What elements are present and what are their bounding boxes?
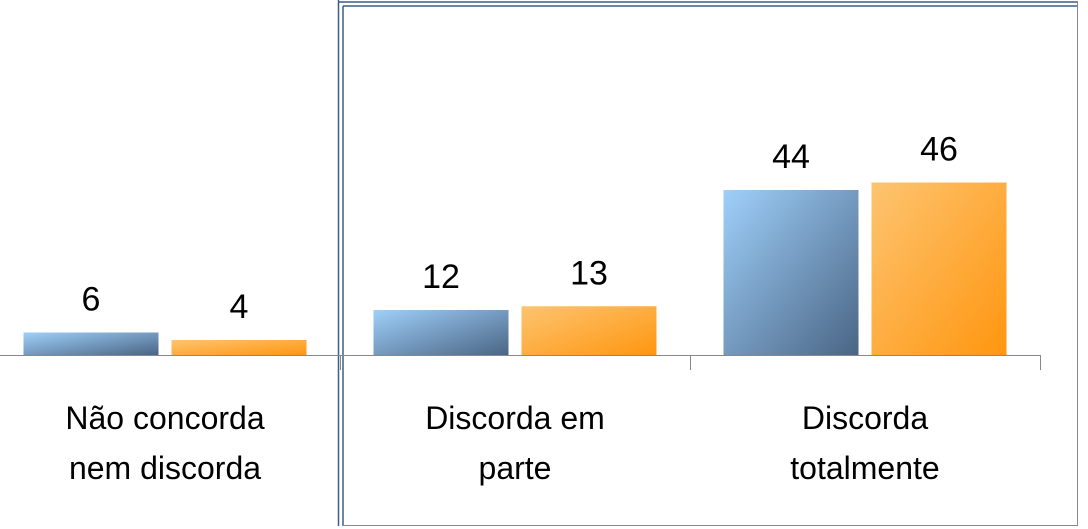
value-label: 46 xyxy=(920,131,958,169)
x-tick-label: Discorda em parte xyxy=(425,400,605,486)
x-tick-label: Discorda totalmente xyxy=(790,400,940,486)
value-label: 12 xyxy=(422,258,460,296)
value-label: 6 xyxy=(82,281,101,319)
bar xyxy=(723,190,859,355)
bar xyxy=(171,340,307,355)
bar xyxy=(521,306,657,355)
value-label: 44 xyxy=(772,138,810,176)
bar xyxy=(373,310,509,355)
value-label: 13 xyxy=(570,254,608,292)
bar xyxy=(871,182,1007,355)
value-label: 4 xyxy=(230,288,249,326)
x-tick-label: Não concorda nem discorda xyxy=(65,400,265,486)
bar xyxy=(23,332,159,355)
frame xyxy=(337,0,1078,526)
